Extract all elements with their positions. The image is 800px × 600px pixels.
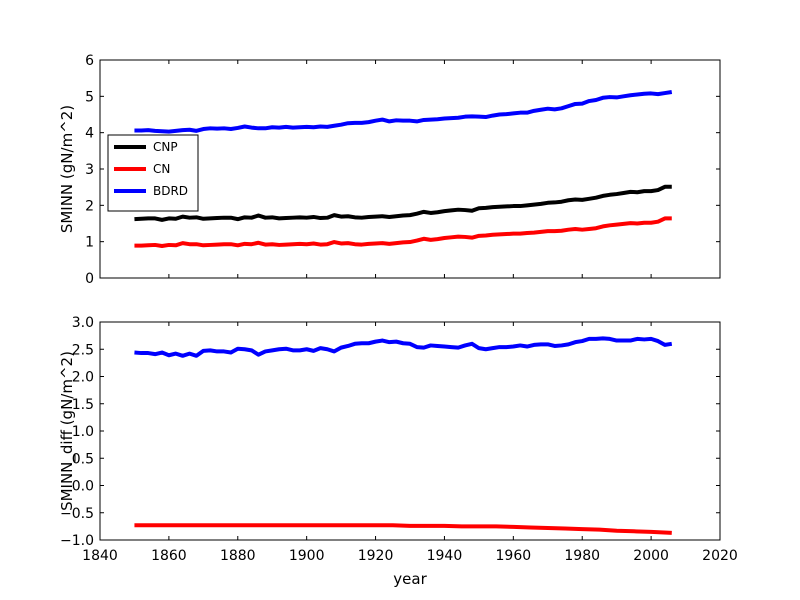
y-tick-label: 2.0 bbox=[72, 370, 94, 386]
legend-label-bdrd: BDRD bbox=[153, 184, 188, 198]
line-bdrd bbox=[134, 89, 673, 134]
y-tick-label: 1.0 bbox=[72, 424, 94, 440]
line-series-1 bbox=[134, 336, 673, 358]
x-axis-label: year bbox=[393, 570, 427, 588]
x-tick-label: 1880 bbox=[220, 548, 256, 564]
x-tick-label: 1920 bbox=[358, 548, 394, 564]
y-tick-label: 5 bbox=[85, 89, 94, 105]
y-tick-label: 0.5 bbox=[72, 451, 94, 467]
line-series-0 bbox=[134, 523, 672, 535]
y-tick-label: 0.0 bbox=[72, 479, 94, 495]
y-tick-label: 0 bbox=[85, 271, 94, 287]
x-tick-label: 1980 bbox=[564, 548, 600, 564]
y-tick-label: 1 bbox=[85, 235, 94, 251]
y-axis-label: SMINN (gN/m^2) bbox=[58, 105, 76, 233]
y-axis-label: SMINN_diff (gN/m^2) bbox=[58, 351, 77, 511]
y-tick-label: 2 bbox=[85, 198, 94, 214]
y-tick-label: 1.5 bbox=[72, 397, 94, 413]
legend-label-cn: CN bbox=[153, 162, 170, 176]
legend-frame bbox=[107, 134, 199, 212]
y-tick-label: 3.0 bbox=[72, 315, 94, 331]
top-subplot: 0 1 2 3 4 5 6 SMINN (gN/m^2) CNP CN BDRD bbox=[58, 53, 721, 287]
bottom-subplot: −1.0 −0.5 0.0 0.5 1.0 1.5 2.0 2.5 3.0 1840 1860 188… bbox=[58, 315, 738, 564]
x-tick-label: 1940 bbox=[427, 548, 463, 564]
y-tick-label: 3 bbox=[85, 162, 94, 178]
x-tick-label: 1840 bbox=[82, 548, 118, 564]
y-tick-label: 4 bbox=[85, 126, 94, 142]
x-tick-label: 2020 bbox=[702, 548, 738, 564]
y-tick-label: 2.5 bbox=[72, 342, 94, 358]
y-tick-label: 6 bbox=[85, 53, 94, 69]
y-tick-label: −0.5 bbox=[60, 506, 94, 522]
legend-label-cnp: CNP bbox=[153, 140, 178, 154]
x-tick-label: 1960 bbox=[496, 548, 532, 564]
line-cn bbox=[134, 216, 672, 249]
legend: CNP CN BDRD bbox=[107, 134, 199, 212]
x-tick-label: 1900 bbox=[289, 548, 325, 564]
x-tick-label: 2000 bbox=[633, 548, 669, 564]
line-cnp bbox=[134, 184, 672, 222]
x-tick-label: 1860 bbox=[151, 548, 187, 564]
y-tick-label: −1.0 bbox=[60, 533, 94, 549]
